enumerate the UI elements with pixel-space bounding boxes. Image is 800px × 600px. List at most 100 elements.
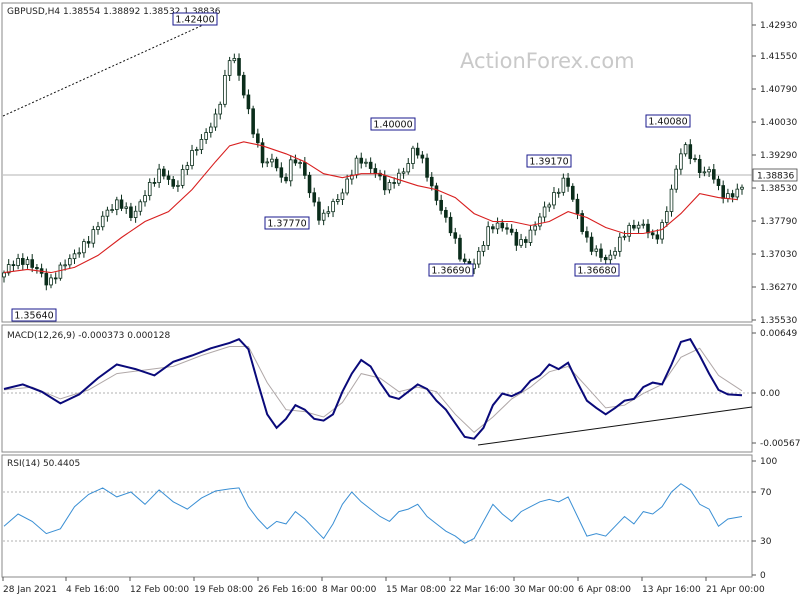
candle-body bbox=[726, 193, 730, 199]
annotation-label: 1.35640 bbox=[14, 311, 53, 322]
candle-body bbox=[321, 212, 326, 221]
candle-body bbox=[500, 222, 505, 229]
candle-body bbox=[580, 213, 584, 232]
candle-body bbox=[613, 250, 617, 256]
candle-body bbox=[2, 272, 6, 278]
price-y-axis: 1.42930 1.41550 1.40790 1.40030 1.39290 … bbox=[752, 21, 797, 326]
x-tick-label: 13 Apr 16:00 bbox=[642, 585, 701, 595]
candle-body bbox=[298, 162, 302, 164]
candle-body bbox=[622, 235, 627, 238]
candle-body bbox=[270, 158, 274, 163]
candle-body bbox=[21, 258, 25, 265]
y-tick-label: 1.35530 bbox=[760, 316, 797, 326]
candle-body bbox=[406, 163, 411, 173]
candle-body bbox=[350, 174, 354, 180]
current-price-tag: 1.38836 bbox=[752, 168, 798, 182]
candle-body bbox=[227, 60, 232, 76]
candle-body bbox=[176, 184, 180, 187]
candle-body bbox=[519, 239, 523, 246]
candle-body bbox=[335, 199, 340, 202]
candle-body bbox=[707, 169, 711, 173]
candle-body bbox=[617, 236, 622, 252]
candle-body bbox=[251, 108, 255, 135]
candle-body bbox=[293, 159, 298, 164]
candle-body bbox=[481, 244, 486, 252]
candle-body bbox=[486, 226, 490, 246]
candle-body bbox=[68, 258, 72, 266]
candle-body bbox=[218, 103, 223, 115]
watermark: ActionForex.com bbox=[460, 49, 635, 73]
candle-body bbox=[641, 223, 646, 226]
candle-body bbox=[561, 177, 566, 193]
candle-body bbox=[354, 157, 359, 176]
candle-body bbox=[514, 231, 519, 246]
candle-body bbox=[44, 272, 49, 286]
y-tick-label: 1.39290 bbox=[760, 151, 797, 161]
annotation-1.40000: 1.40000 bbox=[370, 117, 416, 131]
candle-body bbox=[157, 168, 161, 183]
candle-body bbox=[603, 257, 608, 261]
candle-body bbox=[382, 175, 387, 191]
candle-body bbox=[204, 132, 208, 140]
macd-trendline bbox=[477, 406, 753, 446]
price-header: GBPUSD,H4 1.38554 1.38892 1.38532 1.3883… bbox=[7, 7, 221, 17]
candle-body bbox=[632, 224, 636, 229]
candle-body bbox=[570, 185, 575, 200]
candle-body bbox=[105, 209, 110, 217]
candle-body bbox=[63, 264, 67, 267]
y-tick-label: 100 bbox=[760, 457, 777, 467]
candle-body bbox=[735, 188, 740, 198]
y-tick-label: 1.40030 bbox=[760, 118, 797, 128]
x-tick-label: 28 Jan 2021 bbox=[3, 585, 57, 595]
candle-body bbox=[30, 259, 35, 268]
candle-body bbox=[110, 209, 114, 211]
candle-body bbox=[49, 277, 53, 286]
candle-body bbox=[679, 153, 683, 170]
rsi-panel-frame bbox=[1, 454, 753, 578]
candle-body bbox=[434, 185, 439, 201]
annotation-label: 1.42400 bbox=[175, 15, 214, 26]
candle-body bbox=[246, 94, 251, 110]
y-tick-label: -0.005679 bbox=[760, 439, 800, 449]
candle-body bbox=[35, 266, 39, 270]
candle-body bbox=[368, 161, 373, 169]
annotation-1.36690: 1.36690 bbox=[428, 263, 474, 277]
candle-body bbox=[364, 161, 368, 164]
x-tick-label: 22 Mar 16:00 bbox=[450, 585, 510, 595]
candle-body bbox=[288, 159, 293, 182]
x-tick-label: 8 Mar 00:00 bbox=[322, 585, 377, 595]
candle-body bbox=[345, 178, 349, 194]
y-tick-label: 1.42930 bbox=[760, 21, 797, 31]
candle-body bbox=[420, 154, 425, 159]
candle-body bbox=[387, 182, 392, 191]
candle-body bbox=[528, 229, 533, 243]
candle-body bbox=[274, 158, 279, 169]
candle-body bbox=[683, 144, 688, 155]
y-tick-label: 30 bbox=[760, 537, 772, 547]
macd-header: MACD(12,26,9) -0.000373 0.000128 bbox=[7, 331, 170, 341]
candle-body bbox=[697, 159, 702, 173]
y-tick-label: 0.00649 bbox=[760, 329, 797, 339]
candle-body bbox=[646, 223, 650, 234]
candle-body bbox=[721, 185, 725, 199]
rsi-line bbox=[3, 483, 743, 544]
candle-body bbox=[491, 226, 495, 230]
candle-body bbox=[166, 175, 171, 180]
candle-body bbox=[660, 222, 664, 240]
y-tick-label: 1.40790 bbox=[760, 85, 797, 95]
candle-body bbox=[453, 232, 458, 239]
annotation-1.39170: 1.39170 bbox=[526, 154, 572, 168]
candle-body bbox=[213, 113, 218, 128]
candle-body bbox=[397, 172, 401, 184]
candle-body bbox=[533, 225, 537, 231]
rsi-header: RSI(14) 50.4405 bbox=[7, 459, 80, 469]
candle-body bbox=[476, 250, 481, 265]
annotation-1.35640: 1.35640 bbox=[11, 308, 57, 322]
candle-body bbox=[241, 74, 246, 96]
annotation-label: 1.36690 bbox=[431, 266, 470, 277]
price-candles bbox=[2, 53, 744, 291]
candle-body bbox=[599, 248, 603, 258]
y-tick-label: 1.38530 bbox=[760, 184, 797, 194]
